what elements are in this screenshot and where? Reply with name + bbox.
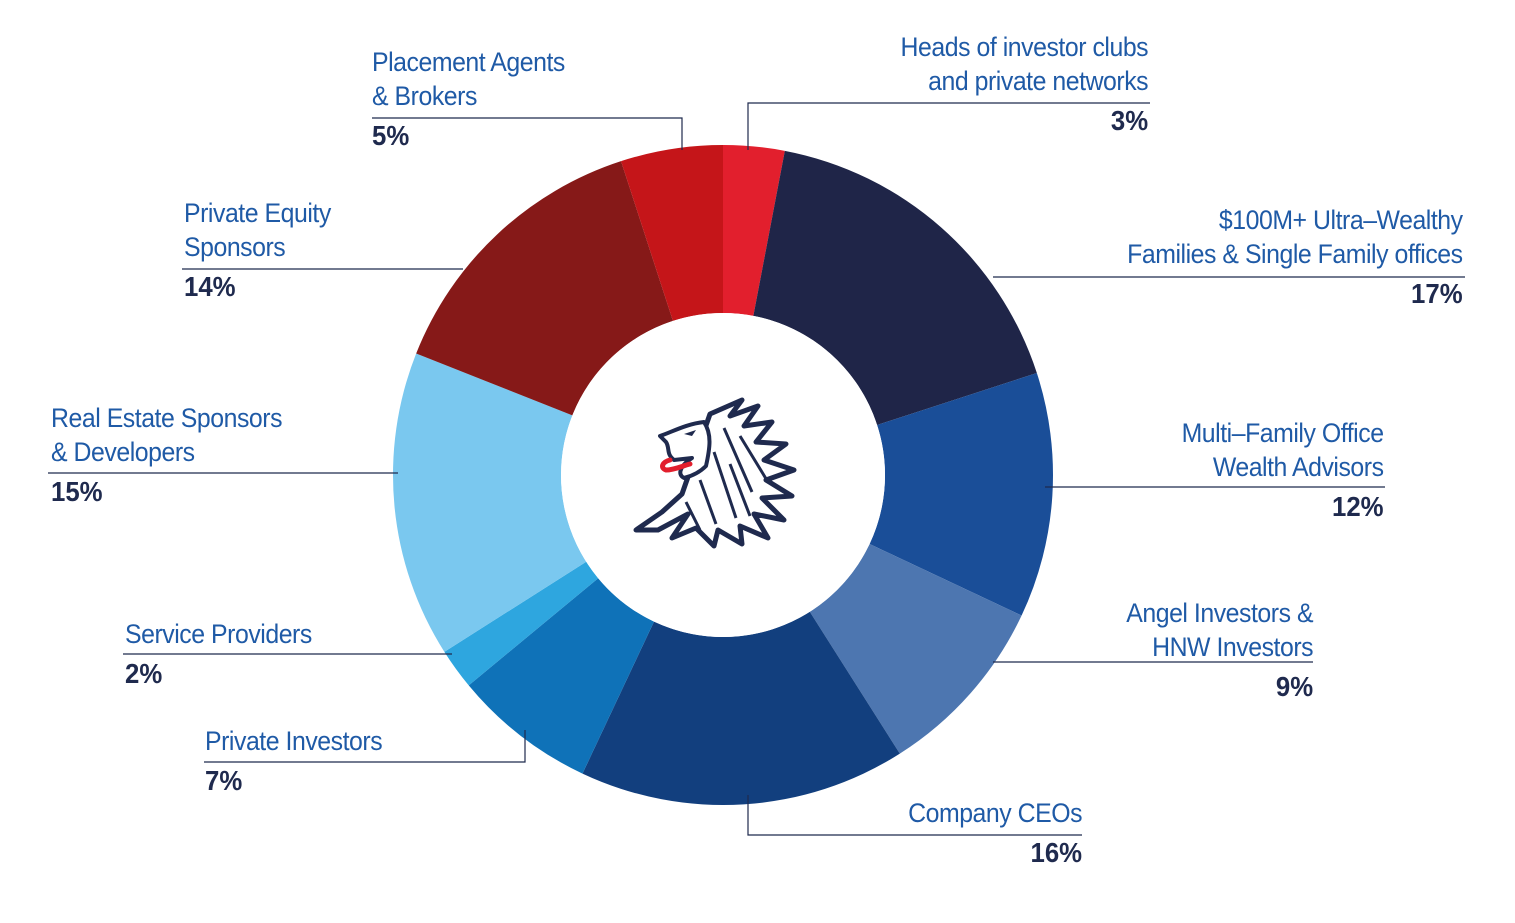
label-company-ceos: Company CEOs 16% xyxy=(893,796,1082,870)
slice-percent-label: 5% xyxy=(372,120,410,151)
slice-name-label: Company CEOs xyxy=(908,796,1082,830)
label-100m-ultra-wealthy-families-single-family-offices: $100M+ Ultra–Wealthy Families & Single Fa… xyxy=(1098,203,1464,311)
slices-layer xyxy=(392,145,1053,806)
slice-name-label: $100M+ Ultra–Wealthy Families & Single Fa… xyxy=(1127,203,1464,271)
label-private-investors: Private Investors 7% xyxy=(205,724,398,798)
label-angel-investors-hnw-investors: Angel Investors & HNW Investors 9% xyxy=(1110,596,1313,704)
slice-name-line: Families & Single Family offices xyxy=(1127,239,1464,269)
slice-multi-family-office-wealth-advisors xyxy=(869,373,1053,616)
label-private-equity-sponsors: Private Equity Sponsors 14% xyxy=(184,196,344,304)
slice-percent-label: 7% xyxy=(205,765,243,796)
leader-line-placement-agents-brokers xyxy=(372,117,683,150)
leader-line-private-investors xyxy=(204,730,526,763)
slice-name-label: Private Investors xyxy=(205,724,383,758)
slice-name-line: Multi–Family Office xyxy=(1182,418,1384,448)
slice-placement-agents-brokers xyxy=(621,145,723,321)
slice-name-line: Company CEOs xyxy=(908,798,1082,828)
label-placement-agents-brokers: Placement Agents & Brokers 5% xyxy=(372,45,582,153)
slice-name-line: Private Equity xyxy=(184,198,331,228)
slice-percent-label: 3% xyxy=(1110,105,1148,136)
leader-line-heads-of-investor-clubs-and-private-networks xyxy=(747,102,1150,150)
slice-name-line: Wealth Advisors xyxy=(1213,452,1384,482)
slice-name-line: & Developers xyxy=(51,437,195,467)
slice-percent-label: 16% xyxy=(1030,837,1082,868)
slice-percent-label: 14% xyxy=(184,271,236,302)
slice-name-label: Angel Investors & HNW Investors xyxy=(1126,596,1313,664)
slice-name-label: Service Providers xyxy=(125,617,312,651)
slice-name-line: Real Estate Sponsors xyxy=(51,403,283,433)
slice-name-label: Heads of investor clubs and private netwo… xyxy=(900,30,1148,98)
slice-name-line: Private Investors xyxy=(205,726,383,756)
slice-angel-investors-hnw-investors xyxy=(809,543,1022,754)
slice-heads-of-investor-clubs-and-private-networks xyxy=(723,145,785,316)
slice-percent-label: 2% xyxy=(125,658,163,689)
slice-name-line: $100M+ Ultra–Wealthy xyxy=(1219,205,1463,235)
slice-name-label: Private Equity Sponsors xyxy=(184,196,331,264)
slice-private-equity-sponsors xyxy=(416,161,673,416)
slice-100m-ultra-wealthy-families-single-family-offices xyxy=(753,150,1037,425)
slice-percent-label: 9% xyxy=(1275,671,1313,702)
leader-line-company-ceos xyxy=(747,795,1082,836)
slice-name-line: & Brokers xyxy=(372,81,477,111)
lion-head-logo-icon xyxy=(633,397,797,549)
slice-name-line: and private networks xyxy=(927,66,1148,96)
leader-lines xyxy=(48,102,1465,836)
slice-name-line: Sponsors xyxy=(184,232,286,262)
slice-percent-label: 12% xyxy=(1332,491,1384,522)
label-heads-of-investor-clubs-and-private-networks: Heads of investor clubs and private netwo… xyxy=(879,30,1148,138)
label-multi-family-office-wealth-advisors: Multi–Family Office Wealth Advisors 12% xyxy=(1164,416,1384,524)
slice-name-line: Service Providers xyxy=(125,619,312,649)
slice-name-label: Placement Agents & Brokers xyxy=(372,45,565,113)
slice-percent-label: 17% xyxy=(1411,278,1463,309)
slice-company-ceos xyxy=(582,611,900,806)
slice-real-estate-sponsors-developers xyxy=(392,353,587,652)
slice-private-investors xyxy=(468,578,655,774)
label-service-providers: Service Providers 2% xyxy=(125,617,328,691)
slice-name-label: Real Estate Sponsors & Developers xyxy=(51,401,283,469)
slice-name-line: Placement Agents xyxy=(372,47,565,77)
slice-service-providers xyxy=(444,561,599,686)
slice-name-label: Multi–Family Office Wealth Advisors xyxy=(1182,416,1384,484)
slice-name-line: Heads of investor clubs xyxy=(900,32,1148,62)
slice-name-line: Angel Investors & xyxy=(1126,598,1313,628)
slice-percent-label: 15% xyxy=(51,476,103,507)
label-real-estate-sponsors-developers: Real Estate Sponsors & Developers 15% xyxy=(51,401,302,509)
slice-name-line: HNW Investors xyxy=(1151,632,1313,662)
